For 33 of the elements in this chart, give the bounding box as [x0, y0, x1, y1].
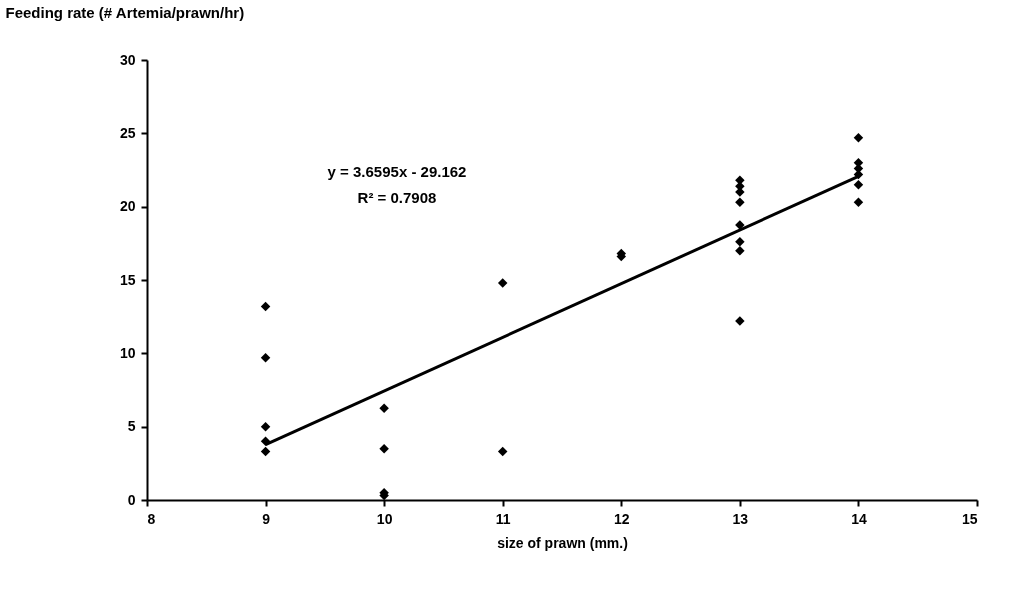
- y-tick-label: 20: [119, 198, 136, 215]
- point: [735, 197, 745, 208]
- point: [735, 245, 745, 256]
- x-tick-label: 13: [732, 510, 749, 527]
- point: [260, 446, 271, 457]
- x-tick-label: 10: [376, 510, 393, 527]
- y-axis-title: Feeding rate (# Artemia/prawn/hr): [5, 3, 245, 21]
- point: [260, 301, 271, 312]
- point: [260, 421, 271, 432]
- point: [379, 443, 389, 454]
- point: [853, 132, 864, 143]
- point: [260, 352, 271, 363]
- y-tick-label: 0: [127, 491, 136, 508]
- y-tick-label: 30: [119, 51, 136, 68]
- point: [497, 446, 508, 457]
- point: [379, 403, 389, 414]
- point: [735, 237, 745, 247]
- x-axis-title: size of prawn (mm.): [497, 534, 628, 551]
- x-tick-label: 15: [961, 510, 978, 527]
- x-tick-label: 9: [262, 510, 271, 527]
- point: [497, 278, 508, 288]
- point: [853, 179, 864, 190]
- x-tick-label: 8: [147, 510, 156, 527]
- annotation: R² = 0.7908: [357, 189, 437, 206]
- x-tick-label: 14: [851, 510, 867, 527]
- x-tick-label: 11: [495, 510, 511, 527]
- y-tick-label: 25: [119, 124, 136, 141]
- y-tick-label: 5: [127, 418, 136, 435]
- y-tick-label: 10: [119, 344, 136, 361]
- y-tick-label: 15: [119, 271, 136, 288]
- x-tick-label: 12: [614, 510, 630, 527]
- annotation: y = 3.6595x - 29.162: [327, 163, 467, 180]
- point: [853, 197, 864, 208]
